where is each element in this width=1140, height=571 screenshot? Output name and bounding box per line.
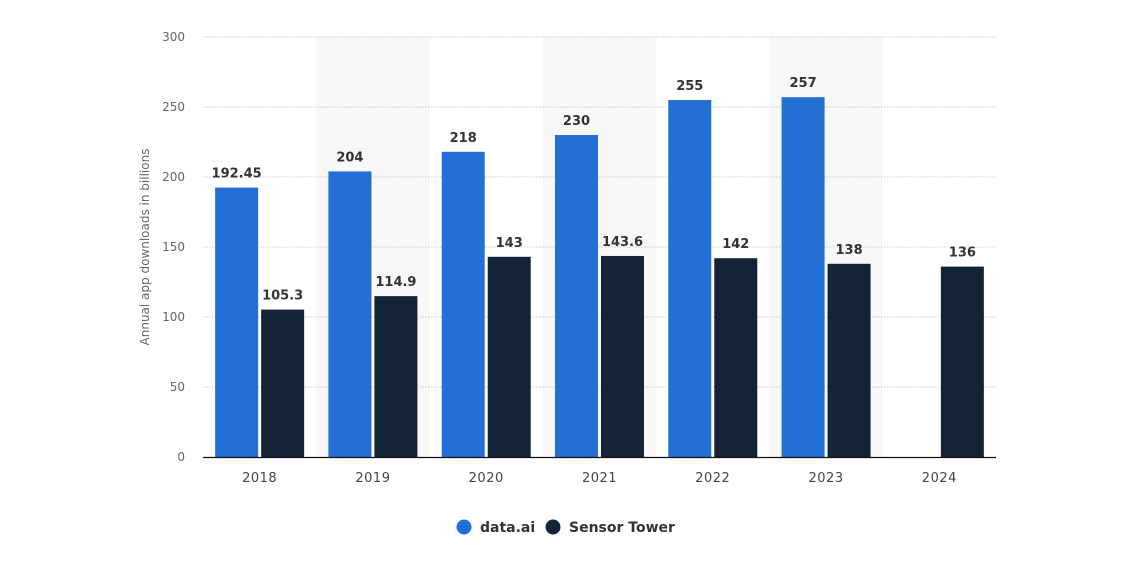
legend-label-sensor-tower: Sensor Tower (569, 520, 675, 536)
legend: data.ai Sensor Tower (456, 519, 676, 537)
bar-sensor-tower-2024[interactable] (940, 266, 984, 457)
data-label: 143 (496, 236, 523, 251)
bar-data-ai-2021[interactable] (555, 135, 598, 457)
x-tick-label: 2019 (355, 471, 390, 486)
data-label: 204 (336, 150, 363, 165)
y-tick-label: 0 (177, 450, 185, 464)
bar-sensor-tower-2021[interactable] (601, 255, 644, 457)
y-axis-label: Annual app downloads in billions (138, 149, 152, 346)
bar-sensor-tower-2022[interactable] (714, 258, 758, 457)
y-tick-label: 200 (162, 170, 185, 184)
bar-sensor-tower-2019[interactable] (374, 296, 418, 457)
x-tick-label: 2018 (242, 471, 277, 486)
data-label: 136 (949, 246, 976, 261)
bar-data-ai-2018[interactable] (215, 187, 259, 457)
legend-marker-sensor-tower (545, 519, 561, 535)
y-tick-label: 300 (162, 30, 185, 44)
x-tick-label: 2021 (582, 471, 617, 486)
legend-label-data-ai: data.ai (480, 520, 535, 536)
data-label: 255 (676, 79, 703, 94)
y-tick-label: 50 (170, 380, 185, 394)
legend-item-data-ai[interactable]: data.ai (456, 519, 536, 537)
data-label: 192.45 (212, 167, 262, 182)
bar-sensor-tower-2018[interactable] (261, 309, 305, 457)
data-label: 230 (563, 114, 590, 129)
legend-marker-data-ai (456, 519, 472, 535)
data-label: 105.3 (262, 289, 303, 304)
data-label: 114.9 (375, 275, 416, 290)
y-tick-label: 100 (162, 310, 185, 324)
x-tick-label: 2022 (695, 471, 730, 486)
x-tick-label: 2020 (469, 471, 504, 486)
bar-data-ai-2023[interactable] (781, 97, 825, 457)
bar-sensor-tower-2020[interactable] (487, 256, 531, 457)
legend-item-sensor-tower[interactable]: Sensor Tower (545, 519, 676, 537)
y-tick-label: 150 (162, 240, 185, 254)
bar-data-ai-2020[interactable] (441, 151, 485, 458)
data-label: 138 (836, 243, 863, 258)
data-label: 142 (722, 237, 749, 252)
bar-data-ai-2019[interactable] (328, 171, 372, 457)
bar-data-ai-2022[interactable] (668, 100, 712, 457)
x-tick-label: 2024 (922, 471, 957, 486)
bar-sensor-tower-2023[interactable] (827, 263, 871, 457)
data-label: 143.6 (602, 235, 643, 250)
x-tick-label: 2023 (809, 471, 844, 486)
y-tick-label: 250 (162, 100, 185, 114)
data-label: 218 (450, 131, 477, 146)
data-label: 257 (790, 76, 817, 91)
